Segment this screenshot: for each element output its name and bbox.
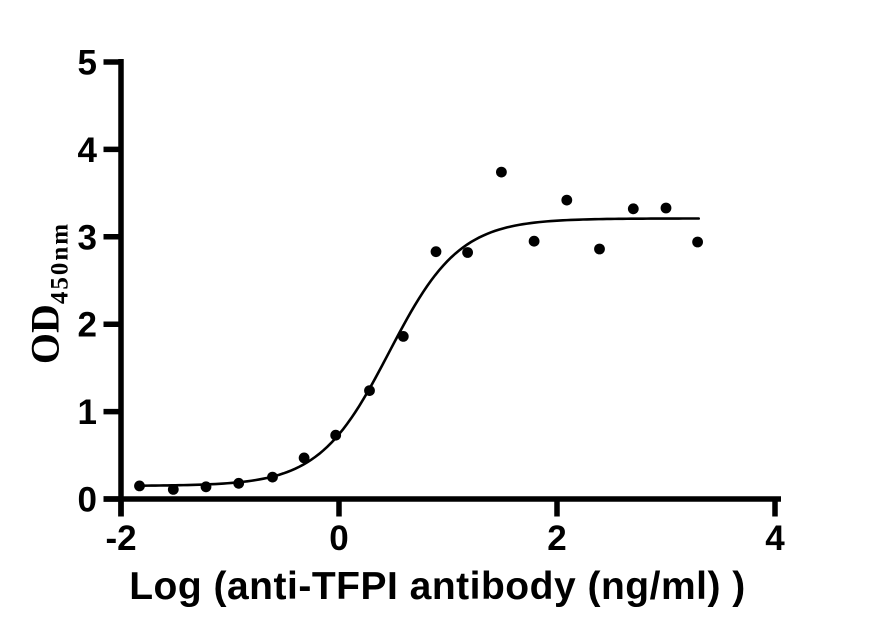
data-point [430, 246, 442, 258]
data-point [233, 477, 245, 489]
x-tick-label: 2 [547, 519, 566, 558]
fit-curve-layer [138, 217, 700, 487]
data-point [134, 480, 145, 492]
data-point [561, 194, 573, 206]
x-tick-label: 4 [765, 519, 785, 558]
y-axis-title-main: OD [22, 304, 68, 365]
data-points-layer [134, 166, 703, 495]
data-point [200, 481, 212, 493]
y-tick-label: 4 [78, 131, 98, 170]
x-tick-label: -2 [105, 519, 136, 558]
data-point [330, 429, 342, 441]
data-point [397, 331, 409, 342]
x-axis-title: Log (anti-TFPI antibody (ng/ml) ) [129, 565, 746, 608]
data-point [594, 243, 605, 255]
data-point [462, 247, 473, 258]
data-point [496, 166, 507, 178]
y-tick-label: 5 [78, 44, 97, 83]
fit-curve [138, 217, 700, 487]
data-point [167, 484, 179, 495]
y-tick-label: 1 [78, 393, 97, 432]
data-point [528, 235, 540, 247]
data-point [660, 202, 672, 214]
y-tick-label: 0 [78, 481, 97, 520]
data-point [364, 385, 375, 396]
data-point [627, 203, 639, 215]
data-point [267, 471, 278, 483]
y-tick-label: 2 [78, 306, 97, 345]
y-axis-title: OD450nm [22, 222, 74, 365]
y-axis-title-subscript: 450nm [46, 221, 74, 305]
data-point [692, 236, 703, 248]
data-point [298, 452, 310, 464]
x-tick-label: 0 [329, 519, 348, 558]
y-tick-label: 3 [78, 218, 97, 257]
